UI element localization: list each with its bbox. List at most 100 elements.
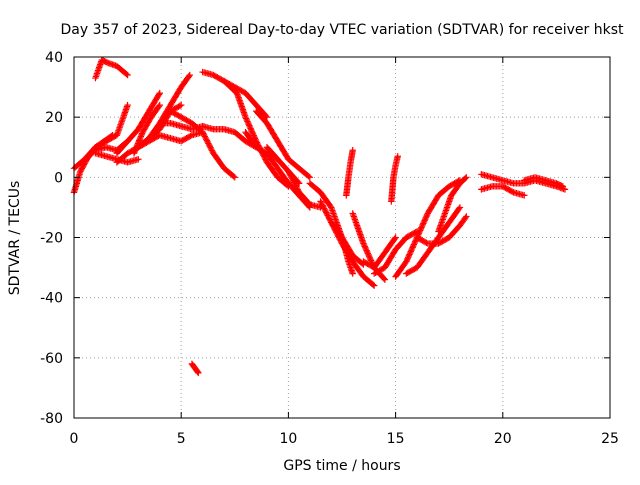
interpolated-markers — [222, 166, 237, 180]
data-point — [456, 204, 464, 211]
interpolated-markers — [228, 84, 240, 96]
interpolated-markers — [178, 73, 193, 90]
interpolated-markers — [93, 138, 109, 150]
interpolated-markers — [140, 115, 154, 135]
series-arc-19 — [285, 168, 324, 211]
interpolated-markers — [275, 157, 291, 174]
tick-layer: 0 5 10 15 20 25 -80 -60 -40 -20 0 20 40 — [40, 50, 619, 447]
interpolated-markers — [436, 235, 452, 246]
y-tick-label: 20 — [45, 110, 63, 126]
interpolated-markers — [243, 130, 259, 150]
interpolated-markers — [403, 235, 420, 264]
interpolated-markers — [442, 193, 455, 216]
series-arc-22 — [328, 219, 367, 268]
interpolated-markers — [120, 103, 131, 119]
series-arc-17 — [253, 107, 314, 181]
x-tick-label: 20 — [494, 431, 512, 447]
interpolated-markers — [148, 103, 163, 120]
interpolated-markers — [446, 223, 463, 240]
data-point — [463, 213, 470, 220]
y-tick-label: 0 — [54, 170, 63, 186]
interpolated-markers — [307, 181, 323, 195]
interpolated-markers — [296, 190, 313, 207]
data-point — [124, 101, 131, 109]
interpolated-markers — [264, 121, 281, 144]
interpolated-markers — [189, 120, 205, 135]
data-point — [295, 180, 303, 187]
chart-title: Day 357 of 2023, Sidereal Day-to-day VTE… — [61, 22, 624, 38]
interpolated-markers — [372, 265, 387, 277]
series-arc-34 — [521, 174, 567, 190]
interpolated-markers — [297, 166, 312, 180]
interpolated-markers — [318, 199, 334, 225]
data-point — [199, 129, 206, 136]
interpolated-markers — [200, 130, 216, 156]
data-point — [231, 174, 238, 181]
interpolated-markers — [436, 184, 452, 198]
series-arc-31 — [435, 174, 470, 235]
interpolated-markers — [221, 78, 233, 90]
interpolated-markers — [347, 148, 356, 164]
interpolated-markers — [390, 163, 399, 180]
interpolated-markers — [404, 229, 419, 240]
interpolated-markers — [189, 361, 197, 370]
y-tick-label: 40 — [45, 50, 63, 66]
series-arc-08 — [130, 101, 163, 157]
interpolated-markers — [264, 151, 280, 171]
series-arc-35 — [188, 360, 202, 377]
interpolated-markers — [179, 114, 194, 126]
interpolated-markers — [361, 274, 377, 288]
interpolated-markers — [264, 145, 280, 162]
interpolated-markers — [425, 193, 441, 216]
series-arc-25 — [360, 234, 399, 271]
x-tick-label: 25 — [601, 431, 619, 447]
data-point — [559, 183, 567, 190]
x-tick-label: 5 — [177, 431, 186, 447]
interpolated-markers — [382, 235, 398, 255]
interpolated-markers — [254, 144, 269, 156]
data-point — [178, 101, 185, 109]
interpolated-markers — [500, 183, 516, 195]
interpolated-markers — [350, 253, 366, 267]
data-point — [394, 153, 401, 160]
interpolated-markers — [371, 250, 388, 270]
interpolated-markers — [71, 169, 84, 195]
interpolated-markers — [318, 190, 334, 210]
series-arc-33 — [478, 183, 528, 199]
data-layer — [70, 56, 569, 377]
interpolated-markers — [232, 84, 248, 96]
interpolated-markers — [350, 259, 366, 279]
interpolated-markers — [286, 157, 302, 171]
data-point — [360, 240, 367, 247]
interpolated-markers — [414, 211, 431, 240]
interpolated-markers — [393, 259, 409, 279]
series-arc-12 — [167, 107, 238, 181]
interpolated-markers — [168, 108, 184, 120]
interpolated-markers — [191, 364, 199, 373]
data-point — [285, 168, 292, 175]
series-arc-14 — [220, 77, 292, 190]
interpolated-markers — [168, 85, 184, 108]
interpolated-markers — [71, 157, 87, 171]
interpolated-markers — [414, 250, 431, 270]
series-arc-03 — [81, 101, 131, 163]
interpolated-markers — [254, 109, 270, 126]
interpolated-markers — [446, 205, 463, 225]
y-tick-label: -20 — [40, 231, 63, 247]
interpolated-markers — [343, 175, 352, 198]
interpolated-markers — [404, 265, 419, 277]
interpolated-markers — [415, 235, 430, 246]
interpolated-markers — [285, 169, 302, 195]
data-point — [317, 198, 324, 205]
data-point — [370, 282, 378, 289]
series-arc-23 — [343, 147, 356, 199]
series-arc-30 — [413, 213, 470, 247]
interpolated-markers — [339, 235, 356, 258]
interpolated-markers — [136, 138, 151, 150]
data-point — [186, 71, 193, 79]
y-tick-label: -40 — [40, 291, 63, 307]
data-point — [349, 147, 356, 154]
series-arc-27 — [388, 153, 401, 205]
data-point — [242, 113, 249, 121]
